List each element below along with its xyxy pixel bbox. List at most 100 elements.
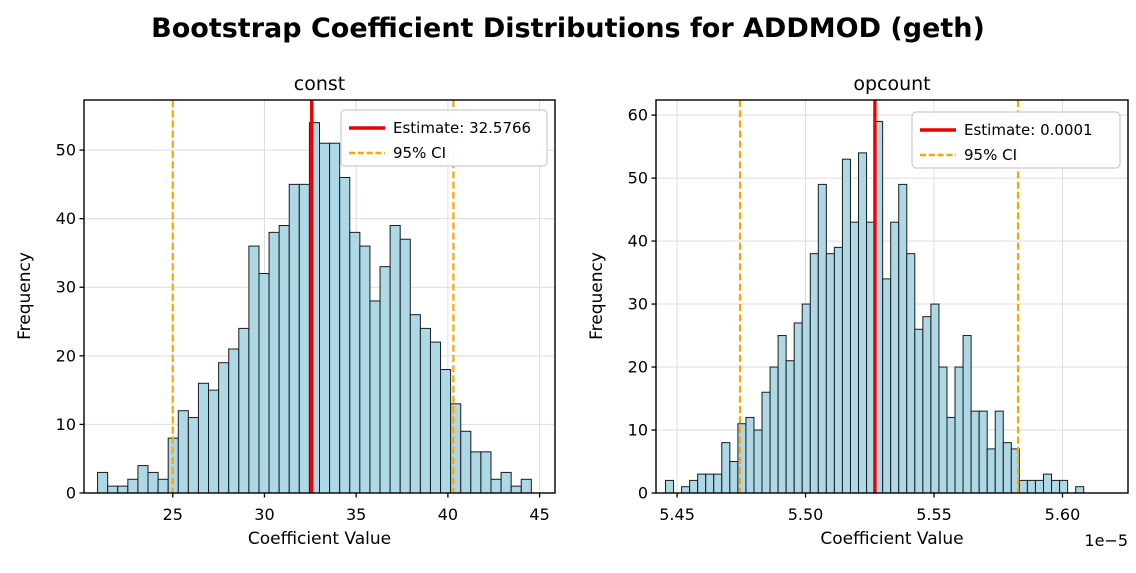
subplot-title-opcount: opcount [853, 73, 930, 95]
histogram-bar [440, 369, 452, 494]
legend-box [911, 111, 1121, 169]
legend: Estimate: 0.0001 95% CI [911, 111, 1121, 169]
x-tick-label: 40 [438, 505, 458, 524]
histogram-bar [429, 341, 442, 494]
x-tick-label: 45 [529, 505, 549, 524]
x-axis-label: Coefficient Value [248, 529, 391, 549]
y-axis-label: Frequency [15, 252, 35, 340]
histogram-bars-layer [665, 120, 1085, 494]
histogram-bar [946, 416, 956, 494]
histogram-bar [697, 473, 707, 494]
axes-spines [655, 99, 1129, 494]
legend-ci-label: 95% CI [393, 144, 446, 162]
y-tick-label: 30 [56, 278, 76, 297]
histogram-bar [938, 366, 948, 494]
histogram-bar [689, 479, 699, 494]
histogram-bar [994, 410, 1004, 494]
histogram-bar [882, 278, 892, 494]
legend-box [340, 109, 548, 167]
histogram-bar [268, 231, 280, 494]
histogram-bar [930, 303, 940, 494]
histogram-bar [208, 389, 220, 494]
histogram-bar [450, 403, 462, 494]
x-tick-label: 35 [346, 505, 366, 524]
axes-spines [83, 99, 556, 494]
histogram-bars-layer [97, 122, 532, 494]
histogram-bar [460, 430, 472, 494]
x-axis-label: Coefficient Value [820, 529, 963, 549]
histogram-bar [127, 478, 139, 494]
histogram-bar [197, 382, 210, 494]
histogram-bar [238, 327, 250, 494]
histogram-bar [298, 183, 310, 494]
histogram-bar [849, 221, 860, 494]
histogram-bar [359, 245, 371, 494]
histogram-bar [490, 478, 502, 494]
histogram-bar [288, 183, 300, 494]
histogram-bar [319, 142, 331, 494]
histogram-bar [817, 183, 827, 494]
y-tick-label: 40 [628, 232, 648, 251]
figure-title: Bootstrap Coefficient Distributions for … [151, 13, 985, 44]
y-tick-label: 20 [56, 346, 76, 365]
histogram-bar [665, 479, 675, 494]
axes-const: 25 30 35 40 45 0 10 20 30 40 50 const Coefficient … [15, 73, 556, 549]
histogram-bar [147, 471, 159, 494]
histogram-bar [1002, 442, 1012, 494]
y-tick-label: 50 [628, 169, 648, 188]
histogram-bar [745, 416, 755, 494]
histogram-bar [1018, 479, 1028, 494]
histogram-bar [681, 486, 691, 494]
histogram-bar [419, 327, 431, 494]
histogram-bar [349, 231, 361, 494]
y-tick-label: 40 [56, 209, 76, 228]
histogram-bar [761, 391, 771, 494]
histogram-bar [258, 273, 270, 494]
histogram-bar [954, 366, 964, 494]
y-tick-label: 0 [638, 484, 648, 503]
x-tick-label: 5.55 [916, 505, 952, 524]
legend-estimate-label: Estimate: 32.5766 [393, 119, 531, 137]
histogram-bar [793, 322, 803, 494]
histogram-bar [1059, 479, 1069, 494]
histogram-bar [729, 461, 739, 494]
histogram-bar [1075, 486, 1085, 494]
histogram-bar [833, 246, 843, 494]
ticks-layer: 25 30 35 40 45 0 10 20 30 40 50 [56, 141, 550, 524]
legend-estimate-label: Estimate: 0.0001 [964, 121, 1093, 139]
histogram-bar [825, 253, 835, 494]
histogram-bar [962, 335, 972, 494]
y-tick-label: 10 [56, 415, 76, 434]
histogram-bar [1042, 473, 1053, 494]
subplot-title-const: const [294, 73, 345, 95]
histogram-bar [389, 225, 401, 494]
histogram-bar [97, 471, 109, 494]
y-tick-label: 0 [66, 484, 76, 503]
spines-layer [83, 99, 556, 494]
legend-ci-label: 95% CI [964, 146, 1017, 164]
y-tick-label: 30 [628, 295, 648, 314]
y-tick-label: 10 [628, 421, 648, 440]
histogram-bar [167, 437, 179, 494]
histogram-bar [117, 485, 129, 494]
histogram-bar [753, 429, 763, 494]
histogram-bar [841, 158, 851, 494]
histogram-bar [470, 451, 482, 494]
histogram-bar [705, 473, 715, 494]
histogram-bar [218, 362, 230, 494]
y-tick-label: 20 [628, 358, 648, 377]
histogram-bar [339, 177, 351, 494]
histogram-bar [801, 303, 811, 494]
histogram-bar [809, 253, 819, 494]
histogram-bar [785, 360, 795, 494]
axes-opcount: 5.45 5.50 5.55 5.60 0 10 20 30 40 50 60 opcount Co… [587, 73, 1129, 550]
histogram-bar [898, 183, 908, 494]
histogram-bar [721, 442, 731, 494]
histogram-bar [922, 316, 932, 494]
histogram-bar [777, 335, 787, 494]
x-axis-offset-label: 1e−5 [1084, 531, 1128, 550]
x-tick-label: 25 [163, 505, 183, 524]
histogram-bar [713, 473, 723, 494]
